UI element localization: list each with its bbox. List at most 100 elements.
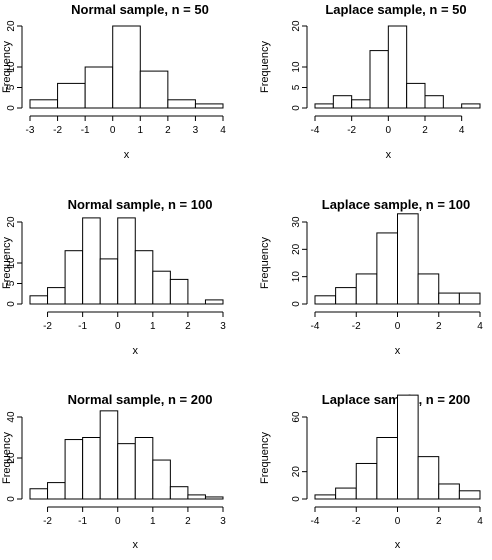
panel-title: Laplace sample, n = 50 xyxy=(325,2,466,17)
x-tick-label: 0 xyxy=(115,321,121,332)
histogram-bar xyxy=(47,287,66,305)
histogram-bar xyxy=(355,462,378,500)
x-axis-label: x xyxy=(133,539,139,551)
x-tick-label: 4 xyxy=(459,125,465,136)
x-axis-label: x xyxy=(124,149,130,161)
histogram-panel: Normal sample, n = 50 -3 -2 -1 0 1 2 3 4 0 5 10 20 x F… xyxy=(1,2,226,161)
panel-title: Laplace sample, n = 200 xyxy=(322,392,471,407)
y-axis-label: Frequency xyxy=(259,237,271,289)
x-tick-label: 2 xyxy=(165,125,171,136)
y-tick-label: 5 xyxy=(6,84,17,90)
x-tick-label: 2 xyxy=(422,125,428,136)
x-tick-label: 0 xyxy=(115,516,121,527)
x-tick-label: -2 xyxy=(53,125,62,136)
histogram-bar xyxy=(64,250,84,305)
y-tick-label: 5 xyxy=(6,280,17,286)
y-tick-label: 0 xyxy=(291,301,302,307)
x-tick-label: 0 xyxy=(395,321,401,332)
y-tick-label: 0 xyxy=(6,496,17,502)
y-axis-label: Frequency xyxy=(1,432,13,484)
histogram-bar xyxy=(152,270,171,305)
histogram-bar xyxy=(397,394,419,500)
histogram-bar xyxy=(332,95,353,109)
histogram-bar xyxy=(99,410,119,500)
y-tick-label: 0 xyxy=(291,496,302,502)
histogram-bar xyxy=(458,292,481,305)
panel-title: Laplace sample, n = 100 xyxy=(322,197,471,212)
histogram-bar xyxy=(406,82,426,109)
histogram-panel: Normal sample, n = 200 -2 -1 0 1 2 3 0 20 40 x Freq… xyxy=(1,392,226,551)
x-tick-label: -4 xyxy=(311,125,320,136)
x-axis-label: x xyxy=(395,539,401,551)
histogram-bar xyxy=(369,50,389,109)
x-axis-label: x xyxy=(395,345,401,357)
histogram-bar xyxy=(139,70,169,109)
histogram-bar xyxy=(417,456,440,500)
histogram-bar xyxy=(64,439,84,500)
y-tick-label: 10 xyxy=(6,257,17,269)
histogram-bar xyxy=(335,287,357,305)
y-axis-label: Frequency xyxy=(1,237,13,289)
y-tick-label: 0 xyxy=(6,301,17,307)
x-tick-label: 1 xyxy=(138,125,144,136)
y-axis-label: Frequency xyxy=(1,41,13,93)
y-tick-label: 20 xyxy=(6,452,17,464)
histogram-bar xyxy=(376,232,398,305)
y-tick-label: 20 xyxy=(6,20,17,32)
y-tick-label: 20 xyxy=(291,466,302,478)
y-tick-label: 5 xyxy=(291,84,302,90)
x-tick-label: -4 xyxy=(311,516,320,527)
histogram-bar xyxy=(112,25,141,109)
histogram-bar xyxy=(152,459,171,500)
x-tick-label: -2 xyxy=(352,321,361,332)
x-tick-label: -3 xyxy=(26,125,35,136)
x-tick-label: 3 xyxy=(220,516,226,527)
panel-title: Normal sample, n = 200 xyxy=(68,392,213,407)
y-tick-label: 40 xyxy=(6,411,17,423)
histogram-bar xyxy=(57,82,86,109)
x-tick-label: 2 xyxy=(436,516,442,527)
x-tick-label: 2 xyxy=(436,321,442,332)
histogram-bar xyxy=(204,299,224,305)
y-axis-label: Frequency xyxy=(259,432,271,484)
x-tick-label: -2 xyxy=(43,321,52,332)
y-tick-label: 10 xyxy=(6,61,17,73)
histogram-bar xyxy=(355,273,378,305)
y-tick-label: 10 xyxy=(291,61,302,73)
histogram-bar xyxy=(29,99,59,109)
histogram-bar xyxy=(117,217,136,305)
y-tick-label: 20 xyxy=(291,243,302,255)
histogram-bar xyxy=(84,66,114,109)
x-axis-label: x xyxy=(133,345,139,357)
x-tick-label: 4 xyxy=(477,321,483,332)
x-tick-label: 0 xyxy=(110,125,116,136)
histogram-bar xyxy=(351,99,371,109)
histogram-bar xyxy=(169,486,189,500)
histogram-bar xyxy=(417,273,440,305)
x-tick-label: -4 xyxy=(311,321,320,332)
histogram-panel: Laplace sample, n = 50 -4 -2 0 2 4 0 5 10 20 x Freq… xyxy=(259,2,481,161)
x-tick-label: 4 xyxy=(477,516,483,527)
histogram-bar xyxy=(47,482,66,500)
x-tick-label: -1 xyxy=(78,516,87,527)
histogram-bar xyxy=(397,213,419,305)
y-tick-label: 0 xyxy=(6,105,17,111)
x-tick-label: 2 xyxy=(185,321,191,332)
histogram-bar xyxy=(82,437,101,500)
x-tick-label: -2 xyxy=(43,516,52,527)
histogram-bar xyxy=(314,295,337,305)
x-tick-label: -1 xyxy=(78,321,87,332)
histogram-panel: Normal sample, n = 100 -2 -1 0 1 2 3 0 5 10 20 x Fre… xyxy=(1,197,226,357)
x-tick-label: -2 xyxy=(352,516,361,527)
histogram-bar xyxy=(461,103,481,109)
histogram-bar xyxy=(376,437,398,500)
x-tick-label: 3 xyxy=(193,125,199,136)
panel-title: Normal sample, n = 100 xyxy=(68,197,213,212)
histogram-bar xyxy=(194,103,224,109)
histogram-bar xyxy=(387,25,408,109)
y-tick-label: 60 xyxy=(291,411,302,423)
y-tick-label: 20 xyxy=(291,20,302,32)
histogram-bar xyxy=(82,217,101,305)
x-tick-label: -1 xyxy=(81,125,90,136)
x-tick-label: -2 xyxy=(347,125,356,136)
